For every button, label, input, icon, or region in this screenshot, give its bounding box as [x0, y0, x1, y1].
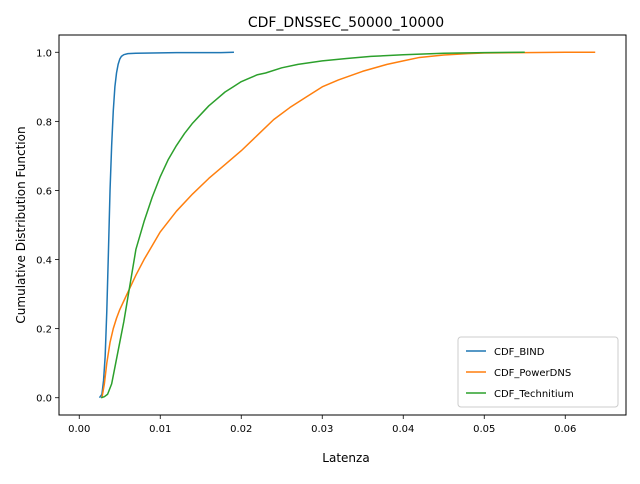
- y-tick-label-0: 0.0: [36, 394, 52, 405]
- y-axis-label: Cumulative Distribution Function: [14, 126, 28, 323]
- x-axis-label: Latenza: [322, 451, 369, 465]
- legend: CDF_BIND CDF_PowerDNS CDF_Technitium: [457, 336, 619, 408]
- legend-box: [457, 336, 619, 408]
- legend-label-0: CDF_BIND: [494, 347, 545, 358]
- y-tick-label-4: 0.8: [36, 117, 52, 128]
- y-tick-label-2: 0.4: [36, 256, 52, 267]
- axes-frame: [58, 34, 627, 416]
- x-tick-label-1: 0.01: [149, 424, 171, 435]
- x-tick-label-3: 0.03: [311, 424, 333, 435]
- series-line-0: [98, 51, 234, 399]
- series-line-2: [100, 51, 525, 399]
- y-tick-label-3: 0.6: [36, 186, 52, 197]
- x-tick-label-5: 0.05: [473, 424, 495, 435]
- y-tick-label-5: 1.0: [36, 48, 52, 59]
- x-axis-ticks: 0.00 0.01 0.02 0.03 0.04 0.05 0.06: [68, 415, 576, 435]
- series-layer: [98, 51, 596, 399]
- y-axis-ticks: 0.0 0.2 0.4 0.6 0.8 1.0: [36, 48, 59, 405]
- x-tick-label-0: 0.00: [68, 424, 90, 435]
- legend-label-2: CDF_Technitium: [494, 389, 574, 400]
- plot-area: 0.00 0.01 0.02 0.03 0.04 0.05 0.06 0.00.20.40.…: [36, 34, 627, 435]
- x-tick-label-2: 0.02: [230, 424, 252, 435]
- legend-label-1: CDF_PowerDNS: [494, 368, 571, 379]
- chart-title: CDF_DNSSEC_50000_10000: [248, 15, 444, 31]
- y-tick-label-1: 0.2: [36, 325, 52, 336]
- x-tick-label-6: 0.06: [554, 424, 576, 435]
- x-tick-label-4: 0.04: [392, 424, 414, 435]
- series-line-1: [101, 51, 596, 398]
